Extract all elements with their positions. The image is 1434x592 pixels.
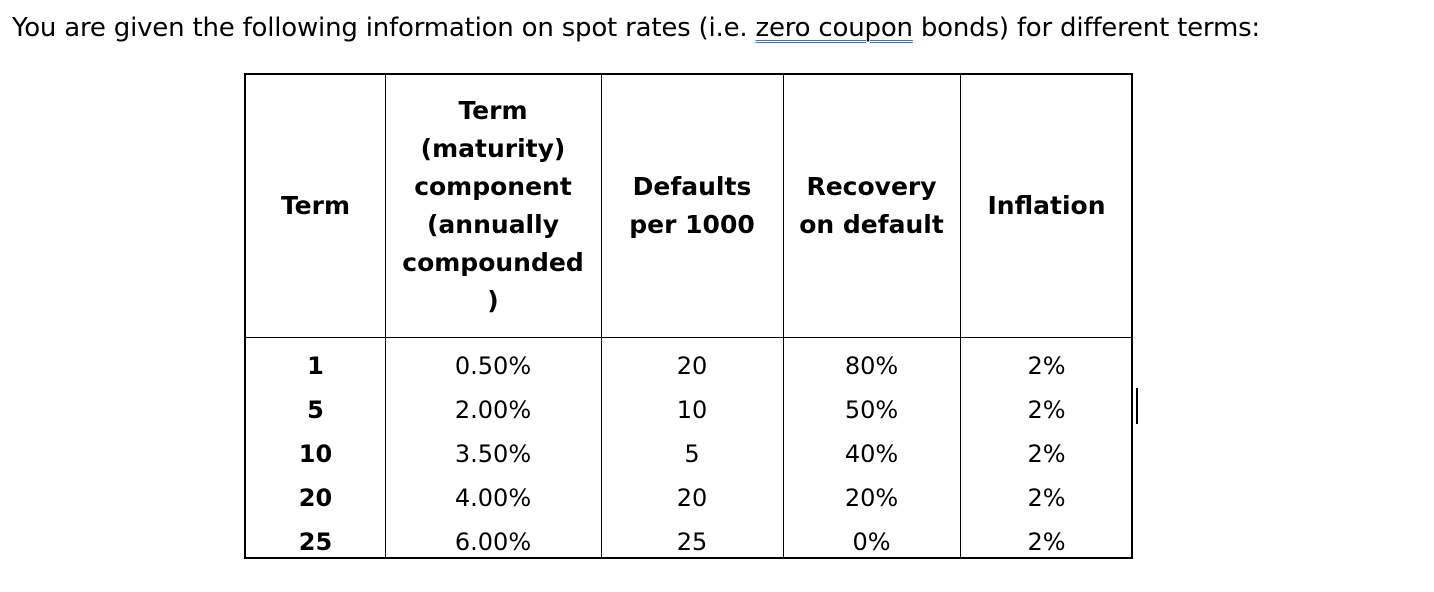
cell-inflation: 2% [1027, 440, 1066, 468]
cell-term-component: 6.00% [454, 528, 532, 556]
header-line: Recovery [806, 172, 937, 201]
cell-inflation: 2% [1027, 396, 1066, 424]
table-row: 25 6.00% 25 0% 2% [246, 520, 1131, 564]
header-line: ) [487, 286, 499, 315]
header-line: compounded [402, 248, 584, 277]
table-row: 1 0.50% 20 80% 2% [246, 344, 1131, 388]
header-line: component [414, 172, 572, 201]
cell-inflation: 2% [1027, 484, 1066, 512]
cell-defaults: 10 [676, 396, 708, 424]
cell-term: 25 [298, 528, 333, 556]
cell-defaults: 20 [676, 484, 708, 512]
header-line: per 1000 [629, 210, 755, 239]
header-line: Term [458, 96, 528, 125]
header-line: on default [799, 210, 944, 239]
cell-defaults: 25 [676, 528, 708, 556]
intro-text: You are given the following information … [12, 10, 1260, 46]
cell-recovery: 50% [844, 396, 899, 424]
intro-before: You are given the following information … [12, 13, 756, 43]
spot-rate-table: Term Term (maturity) component (annually… [244, 73, 1133, 559]
grammar-flagged-text[interactable]: zero coupon [755, 13, 914, 43]
cell-defaults: 5 [684, 440, 700, 468]
table-row: 20 4.00% 20 20% 2% [246, 476, 1131, 520]
header-term-component: Term (maturity) component (annually comp… [385, 75, 601, 337]
cell-term-component: 3.50% [454, 440, 532, 468]
header-line: Defaults [632, 172, 752, 201]
text-cursor [1136, 388, 1138, 424]
header-term: Term [246, 75, 385, 337]
header-inflation: Inflation [960, 75, 1133, 337]
cell-term: 5 [307, 396, 324, 424]
column-divider [385, 75, 386, 557]
cell-term: 10 [298, 440, 333, 468]
header-line: Inflation [987, 191, 1106, 220]
header-defaults: Defaults per 1000 [601, 75, 783, 337]
column-divider [960, 75, 961, 557]
cell-term-component: 0.50% [454, 352, 532, 380]
cell-term-component: 4.00% [454, 484, 532, 512]
cell-inflation: 2% [1027, 352, 1066, 380]
table-row: 10 3.50% 5 40% 2% [246, 432, 1131, 476]
cell-recovery: 40% [844, 440, 899, 468]
cell-inflation: 2% [1027, 528, 1066, 556]
column-divider [601, 75, 602, 557]
header-recovery: Recovery on default [783, 75, 960, 337]
cell-term: 20 [298, 484, 333, 512]
column-divider [783, 75, 784, 557]
header-line: (maturity) [420, 134, 566, 163]
cell-term: 1 [307, 352, 324, 380]
cell-recovery: 0% [852, 528, 891, 556]
cell-term-component: 2.00% [454, 396, 532, 424]
header-term-line: Term [280, 191, 351, 220]
cell-recovery: 80% [844, 352, 899, 380]
cell-recovery: 20% [844, 484, 899, 512]
table-row: 5 2.00% 10 50% 2% [246, 388, 1131, 432]
cell-defaults: 20 [676, 352, 708, 380]
header-line: (annually [427, 210, 559, 239]
intro-after: bonds) for different terms: [912, 13, 1260, 43]
header-divider [246, 337, 1131, 338]
